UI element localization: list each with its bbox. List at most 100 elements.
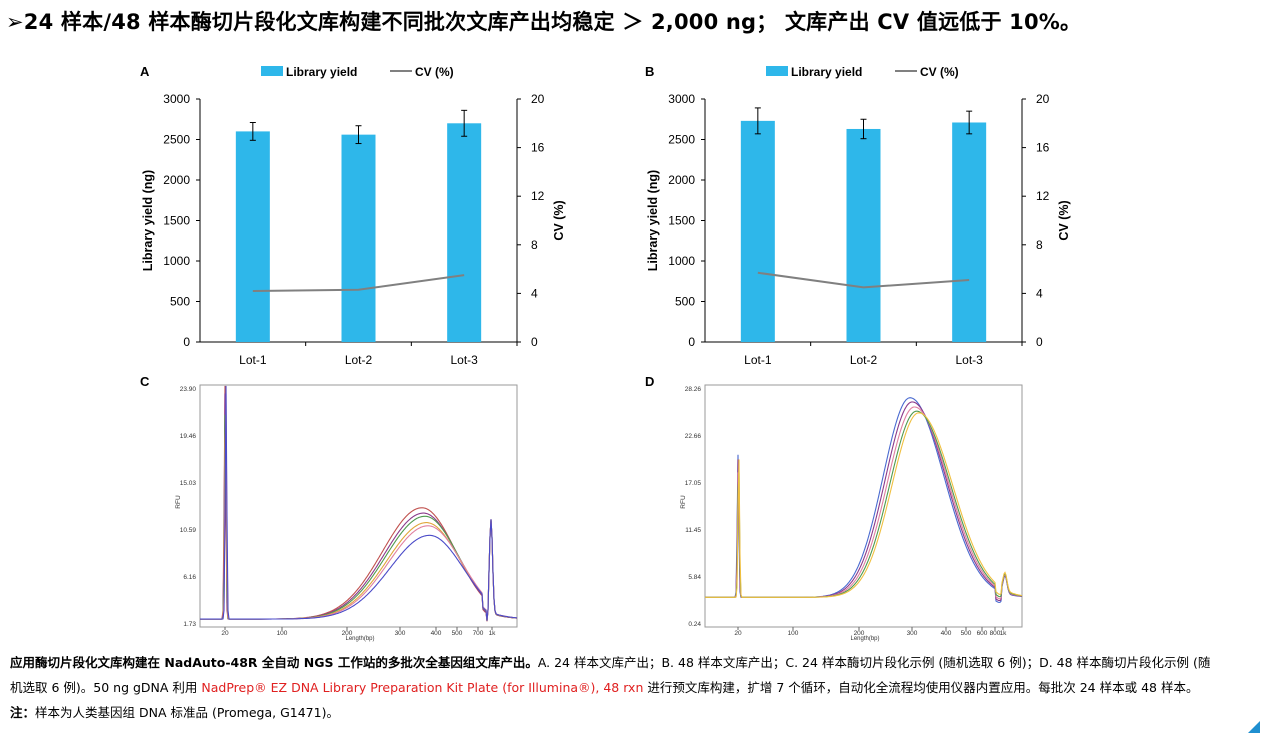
trace-y-tick-label: 23.90 xyxy=(180,386,197,393)
legend-label-cv: CV (%) xyxy=(920,65,959,79)
y2-axis-title: CV (%) xyxy=(552,200,566,240)
trace-x-tick-label: 200 xyxy=(342,630,353,637)
y2-tick-label: 8 xyxy=(1036,238,1043,252)
trace-y-tick-label: 5.84 xyxy=(688,574,701,581)
bar xyxy=(235,131,270,342)
legend-swatch-bar xyxy=(261,66,283,76)
trace-x-tick-label: 400 xyxy=(941,630,952,637)
trace-y-tick-label: 1.73 xyxy=(183,621,196,628)
trace-x-tick-label: 300 xyxy=(395,630,406,637)
trace-y-tick-label: 10.59 xyxy=(180,527,197,534)
trace-x-axis-title: Length(bp) xyxy=(850,636,879,642)
y-tick-label: 500 xyxy=(675,295,695,309)
trace-y-tick-label: 28.26 xyxy=(685,386,702,393)
trace-x-tick-label: 300 xyxy=(907,630,918,637)
y2-tick-label: 20 xyxy=(531,92,545,106)
trace-y-tick-label: 6.16 xyxy=(183,574,196,581)
legend-label-yield: Library yield xyxy=(791,65,862,79)
legend-swatch-bar xyxy=(766,66,788,76)
bar xyxy=(952,122,987,343)
y-tick-label: 1000 xyxy=(163,254,190,268)
cv-line xyxy=(252,274,465,292)
y-tick-label: 3000 xyxy=(163,92,190,106)
trace-x-tick-label: 400 xyxy=(431,630,442,637)
trace-line xyxy=(200,385,518,621)
y-axis-title: Library yield (ng) xyxy=(646,170,660,271)
figure-caption: 应用酶切片段化文库构建在 NadAuto-48R 全自动 NGS 工作站的多批次… xyxy=(10,650,1254,725)
caption-kit-name: NadPrep® EZ DNA Library Preparation Kit … xyxy=(201,680,644,695)
page-headline: ➢24 样本/48 样本酶切片段化文库构建不同批次文库产出均稳定 ＞ 2,000… xyxy=(6,10,1082,34)
trace-y-tick-label: 11.45 xyxy=(685,527,701,534)
y-tick-label: 3000 xyxy=(668,92,695,106)
caption-title: 应用酶切片段化文库构建在 NadAuto-48R 全自动 NGS 工作站的多批次… xyxy=(10,655,538,670)
caption-note-label: 注： xyxy=(10,705,36,720)
y2-tick-label: 12 xyxy=(1036,189,1050,203)
trace-x-tick-label: 1k xyxy=(489,630,497,637)
y2-tick-label: 4 xyxy=(1036,286,1043,300)
x-tick-label: Lot-1 xyxy=(744,353,772,367)
trace-x-tick-label: 500 xyxy=(452,630,463,637)
trace-x-tick-label: 100 xyxy=(277,630,288,637)
trace-x-tick-label: 20 xyxy=(221,630,229,637)
trace-x-tick-label: 700 xyxy=(473,630,484,637)
bar xyxy=(447,123,482,342)
trace-y-tick-label: 17.05 xyxy=(685,480,702,487)
y-tick-label: 2000 xyxy=(668,173,695,187)
legend-label-cv: CV (%) xyxy=(415,65,454,79)
y-tick-label: 1500 xyxy=(668,214,695,228)
caption-method-b: 进行预文库构建，扩增 7 个循环，自动化全流程均使用仪器内置应用。每批次 24 … xyxy=(643,680,1199,695)
trace-x-tick-label: 800 xyxy=(990,630,1001,637)
y2-tick-label: 12 xyxy=(531,189,545,203)
trace-x-tick-label: 1k xyxy=(1000,630,1008,637)
panel-label: C xyxy=(140,374,150,389)
trace-y-tick-label: 15.03 xyxy=(180,480,197,487)
trace-x-tick-label: 100 xyxy=(788,630,799,637)
panel-label: D xyxy=(645,374,654,389)
trace-x-tick-label: 500 xyxy=(961,630,972,637)
x-tick-label: Lot-2 xyxy=(850,353,878,367)
x-tick-label: Lot-1 xyxy=(239,353,267,367)
y2-tick-label: 16 xyxy=(531,141,545,155)
trace-x-tick-label: 600 xyxy=(977,630,988,637)
caption-panels-desc: A. 24 样本文库产出；B. 48 样本文库产出；C. 24 样本酶切片段化示… xyxy=(537,655,1211,670)
panel-label: B xyxy=(645,64,654,79)
trace-frame xyxy=(199,384,518,628)
y-tick-label: 0 xyxy=(688,335,695,349)
trace-x-tick-label: 200 xyxy=(854,630,865,637)
y-tick-label: 0 xyxy=(183,335,190,349)
y-tick-label: 500 xyxy=(170,295,190,309)
y2-tick-label: 0 xyxy=(531,335,538,349)
cv-line xyxy=(757,271,970,289)
trace-y-tick-label: 19.46 xyxy=(180,433,197,440)
x-tick-label: Lot-2 xyxy=(345,353,373,367)
panel-label: A xyxy=(140,64,150,79)
x-tick-label: Lot-3 xyxy=(955,353,983,367)
legend-label-yield: Library yield xyxy=(286,65,357,79)
bar xyxy=(846,128,881,342)
trace-y-tick-label: 0.24 xyxy=(688,621,701,628)
trace-frame xyxy=(704,384,1023,628)
caption-note-text: 样本为人类基因组 DNA 标准品 (Promega, G1471)。 xyxy=(35,705,339,720)
y2-tick-label: 16 xyxy=(1036,141,1050,155)
bar xyxy=(341,134,376,342)
trace-line xyxy=(705,412,1023,598)
y2-tick-label: 0 xyxy=(1036,335,1043,349)
y-tick-label: 1500 xyxy=(163,214,190,228)
y2-tick-label: 8 xyxy=(531,238,538,252)
charts-canvas: A Library yield CV (%)05001000150020002500… xyxy=(140,64,1071,642)
y2-tick-label: 20 xyxy=(1036,92,1050,106)
trace-y-tick-label: 22.66 xyxy=(685,433,702,440)
trace-x-axis-title: Length(bp) xyxy=(345,636,374,642)
trace-x-tick-label: 20 xyxy=(734,630,742,637)
y-tick-label: 2500 xyxy=(163,133,190,147)
caption-method-a: 机选取 6 例)。50 ng gDNA 利用 xyxy=(10,680,202,695)
y2-axis-title: CV (%) xyxy=(1057,200,1071,240)
y-tick-label: 1000 xyxy=(668,254,695,268)
y-axis-title: Library yield (ng) xyxy=(141,170,155,271)
trace-y-axis-title: RFU xyxy=(680,495,687,509)
x-tick-label: Lot-3 xyxy=(450,353,478,367)
y-tick-label: 2000 xyxy=(163,173,190,187)
trace-y-axis-title: RFU xyxy=(175,495,182,509)
bar xyxy=(740,120,775,343)
y2-tick-label: 4 xyxy=(531,286,538,300)
